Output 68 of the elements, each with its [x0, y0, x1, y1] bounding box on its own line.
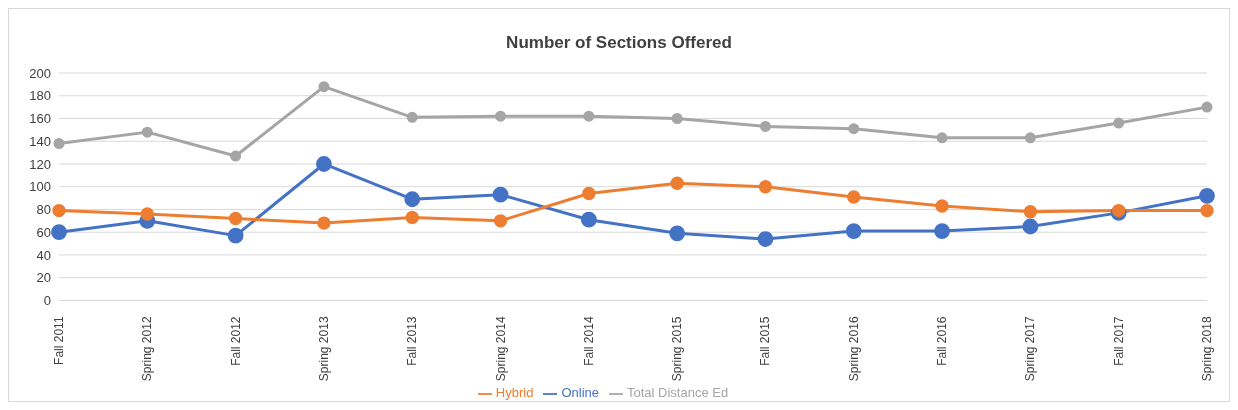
x-tick-label: Fall 2017 [1111, 316, 1126, 366]
point [405, 210, 419, 225]
point [669, 225, 686, 242]
y-tick-label: 20 [36, 270, 51, 286]
point [1113, 117, 1125, 129]
legend-label: Hybrid [495, 385, 534, 401]
point [1200, 203, 1214, 218]
point [141, 126, 153, 138]
point [227, 227, 244, 244]
point [53, 138, 65, 150]
point [848, 123, 860, 135]
point [935, 199, 949, 213]
x-tick-label: Spring 2015 [670, 316, 685, 382]
point [845, 223, 862, 239]
point [847, 190, 861, 204]
x-tick-label: Fall 2013 [405, 316, 420, 366]
x-tick-label: Spring 2014 [493, 316, 508, 382]
point [140, 207, 155, 221]
y-tick-label: 100 [29, 179, 51, 195]
point [1201, 101, 1213, 113]
x-tick-label: Fall 2015 [758, 316, 773, 366]
point [317, 216, 331, 230]
point [757, 231, 774, 247]
y-tick-label: 140 [29, 133, 51, 149]
y-tick-label: 80 [36, 202, 51, 218]
point [670, 176, 684, 191]
point [936, 132, 948, 144]
point [1022, 218, 1039, 235]
x-tick-label: Spring 2013 [316, 316, 331, 382]
point [492, 186, 509, 203]
y-tick-label: 60 [36, 224, 51, 240]
x-tick-label: Spring 2017 [1023, 316, 1038, 382]
chart-title: Number of Sections Offered [505, 32, 733, 54]
point [758, 180, 773, 194]
x-tick-label: Spring 2016 [846, 316, 861, 382]
point [1024, 132, 1036, 144]
point [318, 81, 330, 93]
x-tick-label: Fall 2014 [581, 316, 596, 366]
point [404, 191, 421, 208]
x-tick-label: Fall 2011 [52, 316, 66, 365]
legend-label: Total Distance Ed [626, 385, 729, 401]
y-tick-label: 0 [43, 293, 51, 309]
point [51, 224, 67, 241]
point [316, 156, 332, 172]
point [52, 203, 66, 218]
point [759, 120, 771, 132]
y-tick-label: 40 [36, 247, 51, 263]
x-tick-label: Fall 2012 [228, 316, 243, 366]
point [1199, 187, 1215, 204]
x-tick-label: Fall 2016 [935, 316, 950, 366]
y-tick-label: 120 [29, 156, 51, 172]
point [580, 211, 597, 228]
point [1023, 205, 1038, 219]
y-tick-label: 200 [29, 65, 51, 81]
point [230, 150, 242, 162]
x-tick-label: Spring 2018 [1200, 316, 1214, 382]
point [228, 211, 243, 226]
x-tick-label: Spring 2012 [140, 316, 155, 382]
y-tick-label: 160 [29, 111, 51, 127]
point [582, 186, 596, 201]
point [495, 110, 507, 122]
point [934, 223, 950, 239]
y-tick-label: 180 [29, 88, 51, 104]
point [493, 214, 508, 228]
point [406, 111, 418, 123]
point [583, 110, 595, 122]
point [671, 112, 683, 124]
legend-label: Online [561, 385, 599, 401]
